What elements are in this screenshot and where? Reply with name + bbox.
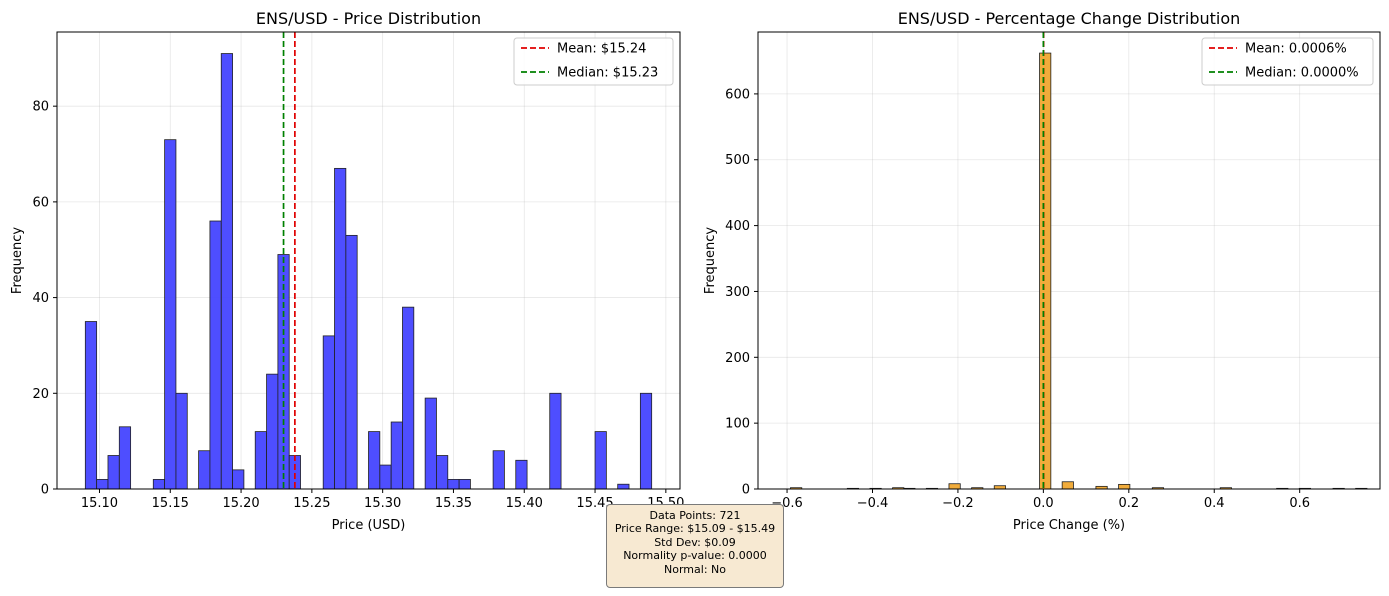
- pct-legend-median: Median: 0.0000%: [1245, 66, 1359, 81]
- pct-legend-mean: Mean: 0.0006%: [1245, 42, 1347, 57]
- price-histogram-bar: [594, 431, 607, 490]
- pct-histogram-bars: [790, 52, 1368, 490]
- price-histogram-bar: [515, 459, 528, 490]
- price-histogram-bar: [639, 392, 653, 490]
- price-y-tick-label: 40: [32, 291, 49, 306]
- price-distribution-chart: 15.10 15.15 15.20 15.25 15.30 15.35 15.40 15.45…: [10, 9, 684, 533]
- pct-histogram-bar: [1039, 52, 1052, 490]
- pct-x-tick-label: 0.0: [1033, 496, 1054, 511]
- price-histogram-bar: [254, 431, 267, 490]
- price-chart-title: ENS/USD - Price Distribution: [256, 9, 481, 28]
- price-histogram-bar: [436, 455, 449, 490]
- price-histogram-bar: [334, 167, 347, 490]
- stats-data-points: Data Points: 721: [649, 509, 741, 522]
- pct-y-ticks: 0 100 200 300 400 500 600: [725, 87, 758, 498]
- pct-y-tick-label: 400: [725, 219, 750, 234]
- price-histogram-bars: [84, 53, 653, 490]
- pct-y-tick-label: 0: [742, 483, 750, 498]
- stats-price-range: Price Range: $15.09 - $15.49: [614, 522, 776, 536]
- pct-x-tick-label: 0.2: [1118, 496, 1139, 511]
- price-histogram-bar: [209, 220, 222, 490]
- price-x-tick-label: 15.10: [81, 496, 118, 511]
- price-histogram-bar: [424, 397, 437, 490]
- price-legend-box: [513, 37, 674, 86]
- price-histogram-bar: [118, 426, 132, 490]
- price-y-tick-label: 0: [41, 483, 49, 498]
- price-histogram-bar: [152, 479, 166, 490]
- price-histogram-bar: [617, 483, 630, 490]
- price-histogram-bar: [549, 392, 562, 490]
- price-x-tick-label: 15.40: [506, 496, 543, 511]
- price-histogram-bar: [345, 234, 358, 490]
- stats-summary-box: Data Points: 721 Price Range: $15.09 - $…: [606, 504, 784, 588]
- price-histogram-bar: [220, 53, 233, 490]
- pct-y-tick-label: 100: [725, 417, 750, 432]
- pct-histogram-bar: [1061, 481, 1074, 490]
- pct-histogram-bar: [1118, 483, 1131, 490]
- pct-x-tick-label: 0.6: [1289, 496, 1310, 511]
- price-histogram-bar: [379, 464, 392, 490]
- pct-y-tick-label: 600: [725, 87, 750, 102]
- pct-chart-title: ENS/USD - Percentage Change Distribution: [898, 9, 1241, 28]
- price-histogram-bar: [458, 479, 471, 490]
- pct-y-tick-label: 300: [725, 285, 750, 300]
- price-reference-lines: [282, 32, 296, 489]
- price-x-ticks: 15.10 15.15 15.20 15.25 15.30 15.35 15.40 15.45…: [81, 489, 684, 511]
- price-legend-mean: Mean: $15.24: [557, 42, 646, 57]
- price-x-tick-label: 15.20: [222, 496, 259, 511]
- pct-x-ticks: −0.6 −0.4 −0.2 0.0 0.2 0.4 0.6: [771, 489, 1310, 511]
- price-x-tick-label: 15.15: [152, 496, 189, 511]
- price-histogram-bar: [402, 306, 415, 490]
- price-y-tick-label: 60: [32, 195, 49, 210]
- price-histogram-bar: [447, 479, 460, 490]
- pct-x-tick-label: −0.2: [942, 496, 974, 511]
- price-legend-median: Median: $15.23: [557, 66, 658, 81]
- price-chart-frame: [56, 31, 681, 490]
- price-y-axis-label: Frequency: [10, 227, 25, 294]
- price-histogram-bar: [232, 469, 245, 490]
- pct-x-tick-label: −0.4: [857, 496, 889, 511]
- price-histogram-bar: [266, 373, 279, 490]
- stats-normality-p-value: Normality p-value: 0.0000: [623, 549, 767, 563]
- stats-std-dev: Std Dev: $0.09: [654, 535, 736, 549]
- stats-normal: Normal: No: [664, 562, 726, 576]
- price-x-tick-label: 15.30: [364, 496, 401, 511]
- price-legend: Mean: $15.24 Median: $15.23: [513, 37, 674, 86]
- price-histogram-bar: [84, 321, 98, 490]
- pct-chart-grid: [758, 32, 1380, 490]
- pct-y-tick-label: 500: [725, 153, 750, 168]
- pct-y-axis-label: Frequency: [703, 227, 718, 294]
- price-chart-grid: [57, 32, 680, 490]
- price-y-tick-label: 80: [32, 100, 49, 115]
- price-histogram-bar: [175, 392, 188, 490]
- price-x-axis-label: Price (USD): [332, 518, 406, 533]
- price-y-tick-label: 20: [32, 387, 49, 402]
- pct-histogram-bar: [948, 483, 961, 490]
- pct-x-axis-label: Price Change (%): [1013, 518, 1125, 533]
- price-histogram-bar: [96, 479, 109, 490]
- price-x-tick-label: 15.35: [435, 496, 472, 511]
- price-x-tick-label: 15.25: [293, 496, 330, 511]
- price-y-ticks: 0 20 40 60 80: [32, 100, 57, 498]
- pct-change-distribution-chart: −0.6 −0.4 −0.2 0.0 0.2 0.4 0.6 010020030040050…: [703, 9, 1381, 533]
- pct-y-tick-label: 200: [725, 351, 750, 366]
- price-x-tick-label: 15.45: [576, 496, 613, 511]
- price-histogram-bar: [492, 450, 505, 490]
- price-histogram-bar: [164, 139, 177, 490]
- price-histogram-bar: [107, 455, 120, 490]
- price-histogram-bar: [390, 421, 403, 490]
- price-histogram-bar: [198, 450, 211, 490]
- pct-x-tick-label: 0.4: [1204, 496, 1225, 511]
- pct-chart-frame: [757, 31, 1381, 490]
- price-histogram-bar: [368, 431, 381, 490]
- price-histogram-bar: [322, 335, 335, 490]
- pct-legend: Mean: 0.0006% Median: 0.0000%: [1201, 37, 1374, 86]
- pct-legend-box: [1201, 37, 1374, 86]
